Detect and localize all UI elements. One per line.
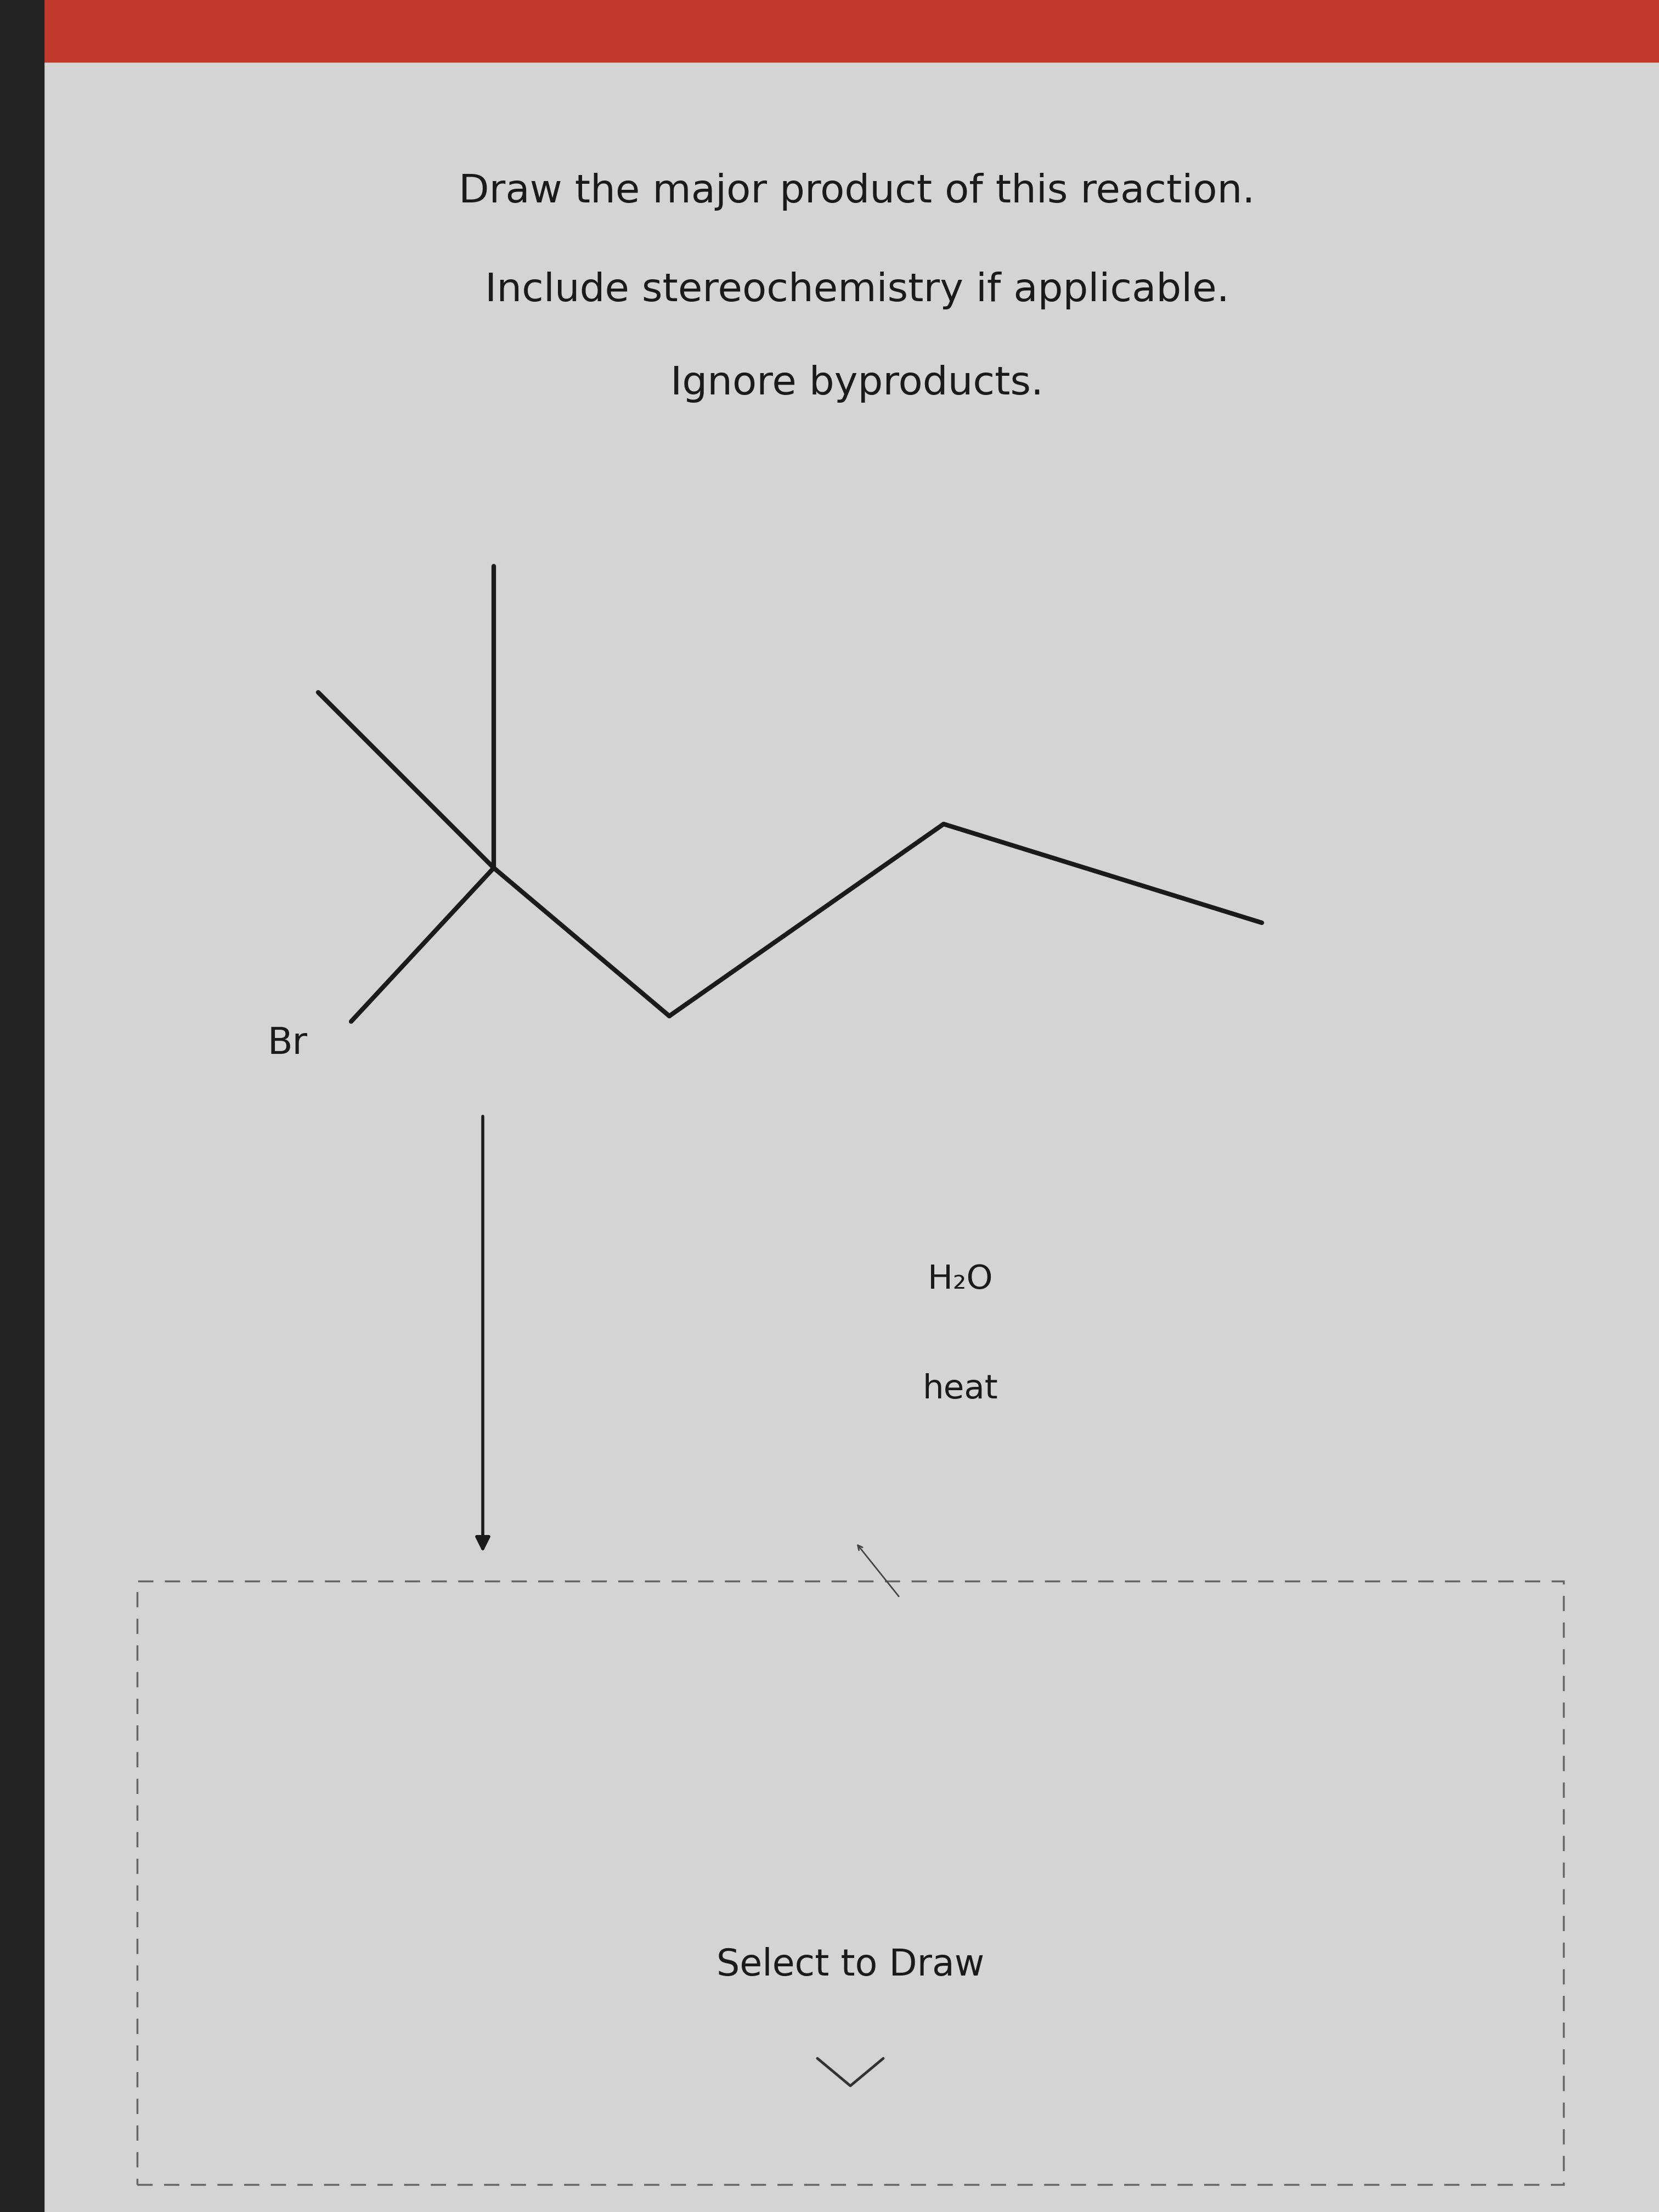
Text: Select to Draw: Select to Draw [717,1947,984,1984]
Text: Draw the major product of this reaction.: Draw the major product of this reaction. [460,173,1256,210]
Bar [138,1582,1563,2185]
Text: Br: Br [267,1026,307,1062]
Text: Include stereochemistry if applicable.: Include stereochemistry if applicable. [484,272,1229,310]
Text: Ignore byproducts.: Ignore byproducts. [670,365,1044,403]
Polygon shape [43,62,1659,2212]
Text: H₂O: H₂O [927,1263,992,1296]
Polygon shape [0,0,1659,62]
Text: heat: heat [922,1374,997,1405]
Polygon shape [0,0,43,2212]
